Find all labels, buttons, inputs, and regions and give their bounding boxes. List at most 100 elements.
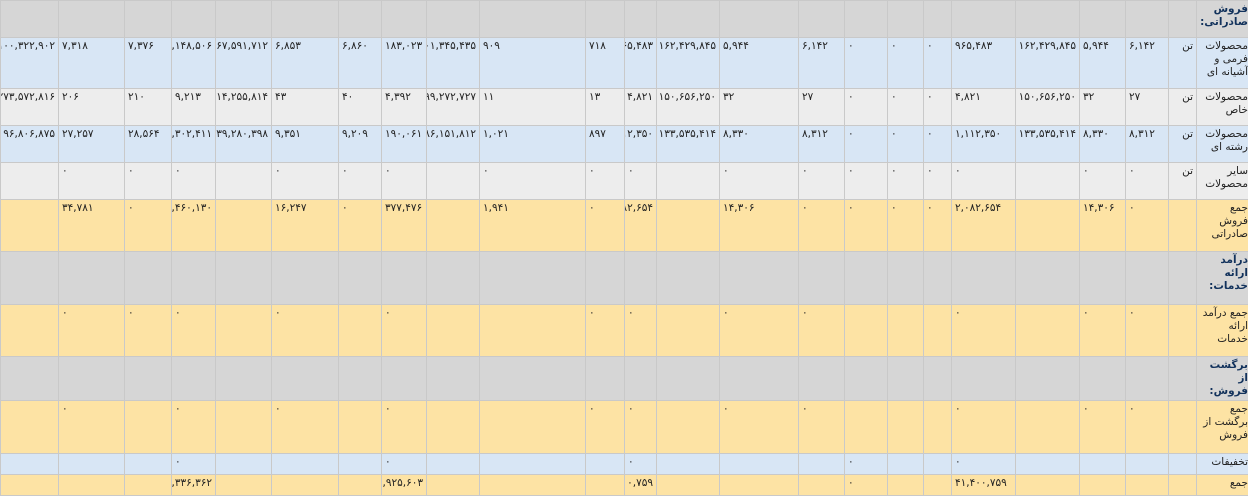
table-cell: ۰ (586, 163, 625, 200)
table-cell (888, 252, 924, 305)
row-label: محصولات فرمی و آشیانه ای (1197, 38, 1248, 89)
table-cell: ۱۵۰,۶۵۶,۲۵۰ (1016, 89, 1080, 126)
table-cell (216, 475, 272, 496)
table-cell: ۰ (888, 126, 924, 163)
table-cell: ۴,۹۲۵,۶۰۳ (382, 475, 427, 496)
table-cell: ۰ (720, 401, 799, 454)
table-cell (657, 200, 720, 252)
table-cell: ۱۴,۳۰۶ (720, 200, 799, 252)
table-cell (1016, 475, 1080, 496)
table-cell: ۰ (845, 89, 888, 126)
table-cell: ۴۶,۳۳۶,۳۶۲ (172, 475, 216, 496)
table-cell: ۱۹۰,۰۶۱ (382, 126, 427, 163)
table-cell: ۲۱۴,۲۵۵,۸۱۴ (216, 89, 272, 126)
table-cell (427, 163, 480, 200)
table-cell: ۱۶۲,۴۲۹,۸۴۵ (657, 38, 720, 89)
table-cell: ۰ (888, 163, 924, 200)
table-cell: ۱۵۰,۶۵۶,۲۵۰ (657, 89, 720, 126)
table-cell: ۰ (586, 401, 625, 454)
table-cell (382, 252, 427, 305)
table-cell: ۰ (720, 305, 799, 357)
table-cell (216, 200, 272, 252)
table-cell: ۰ (125, 305, 172, 357)
table-row: تخفیفات۰۰۰۰۰۰ (1, 454, 1248, 475)
table-cell: ۲,۰۸۲,۶۵۴ (952, 200, 1016, 252)
table-cell (720, 252, 799, 305)
table-cell: ۰ (625, 401, 657, 454)
table-cell (799, 1, 845, 38)
table-cell (427, 357, 480, 401)
table-cell (382, 357, 427, 401)
table-cell: ۰ (1080, 305, 1126, 357)
table-cell: ۰ (125, 200, 172, 252)
table-cell (59, 454, 125, 475)
table-cell: ۰ (172, 305, 216, 357)
table-cell (339, 1, 382, 38)
table-cell (59, 357, 125, 401)
table-cell (924, 401, 952, 454)
row-label: جمع (1197, 475, 1248, 496)
table-cell (480, 252, 586, 305)
table-cell (339, 357, 382, 401)
table-cell (339, 401, 382, 454)
table-cell (888, 454, 924, 475)
unit-cell (1169, 454, 1197, 475)
table-cell: ۵,۹۴۴ (720, 38, 799, 89)
table-cell: ۴۱,۴۰۰,۷۵۹ (625, 475, 657, 496)
table-cell: ۰ (480, 163, 586, 200)
table-cell (1016, 401, 1080, 454)
table-cell (1016, 454, 1080, 475)
table-cell: ۰ (845, 200, 888, 252)
table-cell (216, 1, 272, 38)
table-cell (1, 163, 59, 200)
unit-cell: تن (1169, 38, 1197, 89)
table-cell: ۶,۸۶۰ (339, 38, 382, 89)
table-cell (216, 357, 272, 401)
table-cell: ۴۰ (339, 89, 382, 126)
table-cell (720, 475, 799, 496)
table-cell: ۰ (799, 163, 845, 200)
table-cell: ۰ (382, 305, 427, 357)
table-cell (657, 305, 720, 357)
table-cell: ۱۳۳,۵۳۵,۴۱۴ (1016, 126, 1080, 163)
unit-cell (1169, 252, 1197, 305)
table-cell: ۱۶۷,۵۹۱,۷۱۲ (216, 38, 272, 89)
table-cell (586, 475, 625, 496)
table-cell: ۰ (888, 89, 924, 126)
table-cell: ۱,۱۴۸,۵۰۶ (172, 38, 216, 89)
table-cell (272, 1, 339, 38)
table-cell: ۷۱۸ (586, 38, 625, 89)
table-cell: ۱۳ (586, 89, 625, 126)
table-cell (625, 357, 657, 401)
table-cell: ۰ (172, 163, 216, 200)
table-cell: ۹,۳۵۱ (272, 126, 339, 163)
table-cell: ۰ (952, 305, 1016, 357)
table-cell: ۰ (382, 454, 427, 475)
table-cell (586, 252, 625, 305)
table-cell (427, 252, 480, 305)
table-cell: ۵,۹۴۴ (1080, 38, 1126, 89)
unit-cell (1169, 200, 1197, 252)
table-cell: ۹,۲۱۳ (172, 89, 216, 126)
table-cell: ۱۱ (480, 89, 586, 126)
table-cell (625, 252, 657, 305)
row-label: فروش صادراتی: (1197, 1, 1248, 38)
table-cell (125, 1, 172, 38)
table-cell (924, 454, 952, 475)
table-cell (339, 305, 382, 357)
table-cell (427, 305, 480, 357)
table-cell (1080, 1, 1126, 38)
table-cell: ۴۳ (272, 89, 339, 126)
table-cell (924, 252, 952, 305)
table-cell: ۰ (1126, 163, 1169, 200)
table-cell: ۲۰۱,۳۴۵,۴۳۵ (427, 38, 480, 89)
table-cell: ۹۶,۸۰۶,۸۷۵ (1, 126, 59, 163)
row-label: محصولات خاص (1197, 89, 1248, 126)
table-cell (586, 454, 625, 475)
table-cell: ۲۱۰ (125, 89, 172, 126)
table-cell: ۰ (888, 200, 924, 252)
table-cell (125, 252, 172, 305)
table-cell: ۰ (382, 163, 427, 200)
table-cell (924, 305, 952, 357)
